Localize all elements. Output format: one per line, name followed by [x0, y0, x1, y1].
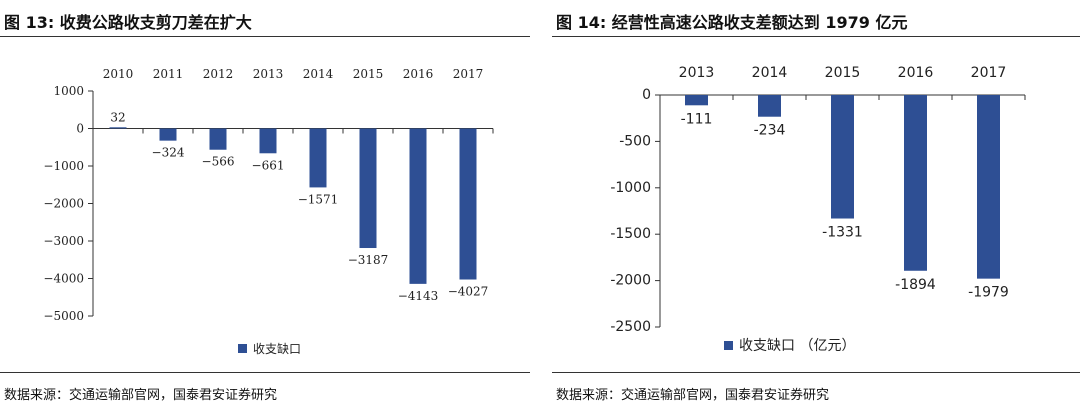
y-tick-label: 0 [642, 87, 651, 103]
y-tick-label: −3000 [43, 234, 84, 248]
figure-13-source: 数据来源：交通运输部官网，国泰君安证券研究 [4, 388, 278, 403]
bar [459, 128, 477, 280]
bar [831, 95, 854, 219]
data-label: −4143 [398, 289, 439, 303]
x-category-label: 2015 [353, 67, 384, 81]
figure-14-source: 数据来源：交通运输部官网，国泰君安证券研究 [556, 388, 830, 403]
y-tick-label: -1000 [610, 180, 651, 196]
x-category-label: 2013 [679, 65, 715, 81]
data-label: −3187 [348, 253, 389, 267]
legend-label: 收支缺口 （亿元） [739, 338, 855, 354]
x-category-label: 2010 [103, 67, 134, 81]
data-label: -1331 [822, 225, 863, 241]
data-label: -111 [681, 111, 713, 127]
x-category-label: 2016 [898, 65, 934, 81]
figure-14-footer-rule [552, 372, 1080, 373]
data-label: −1571 [298, 192, 339, 206]
bar [904, 95, 927, 271]
bar [409, 128, 427, 284]
y-tick-label: 1000 [53, 84, 84, 98]
y-tick-label: -500 [619, 133, 651, 149]
x-category-label: 2016 [403, 67, 434, 81]
y-tick-label: −2000 [43, 197, 84, 211]
bar [259, 128, 277, 154]
y-tick-label: 0 [76, 122, 84, 136]
legend-label: 收支缺口 [253, 341, 301, 356]
x-category-label: 2015 [825, 65, 861, 81]
bar [209, 128, 227, 150]
y-tick-label: −4000 [43, 272, 84, 286]
y-tick-label: -1500 [610, 226, 651, 242]
data-label: 32 [110, 110, 125, 124]
figure-14-title-rule [552, 36, 1080, 37]
data-label: −4027 [448, 285, 489, 299]
y-tick-label: −5000 [43, 309, 84, 323]
data-label: -234 [754, 123, 786, 139]
y-tick-label: −1000 [43, 159, 84, 173]
figure-13-title: 图 13: 收费公路收支剪刀差在扩大 [4, 13, 252, 32]
figure-13-chart: 1000 0 −1000 −2000 −3000 −4000 −5000 2010 32 2011… [43, 67, 494, 356]
x-category-label: 2012 [203, 67, 234, 81]
x-category-label: 2017 [971, 65, 1007, 81]
figure-14-chart: 0 -500 -1000 -1500 -2000 -2500 2013 -111 2014 -23… [610, 65, 1026, 354]
figure-13-footer-rule [0, 372, 530, 373]
x-category-label: 2017 [453, 67, 484, 81]
data-label: -1979 [968, 285, 1009, 301]
data-label: −661 [252, 158, 285, 172]
bar [159, 128, 177, 141]
legend-swatch [724, 341, 733, 350]
bar [109, 127, 127, 129]
x-category-label: 2014 [752, 65, 788, 81]
x-category-label: 2013 [253, 67, 284, 81]
figure-14-title: 图 14: 经营性高速公路收支差额达到 1979 亿元 [556, 13, 908, 32]
y-tick-label: -2500 [610, 319, 651, 335]
bar [758, 95, 781, 117]
data-label: −324 [152, 146, 185, 160]
figure-13-panel: 图 13: 收费公路收支剪刀差在扩大 1000 0 −1000 −2000 −3000 −… [0, 0, 530, 413]
legend-swatch [238, 344, 247, 353]
figure-14-panel: 图 14: 经营性高速公路收支差额达到 1979 亿元 0 -500 -1000 -1… [552, 0, 1080, 413]
bar [359, 128, 377, 249]
data-label: -1894 [895, 277, 936, 293]
bar [977, 95, 1000, 279]
x-category-label: 2011 [153, 67, 184, 81]
figure-13-title-rule [0, 36, 530, 37]
bar [685, 95, 708, 106]
bar [309, 128, 327, 188]
data-label: −566 [202, 155, 235, 169]
y-tick-label: -2000 [610, 273, 651, 289]
x-category-label: 2014 [303, 67, 334, 81]
